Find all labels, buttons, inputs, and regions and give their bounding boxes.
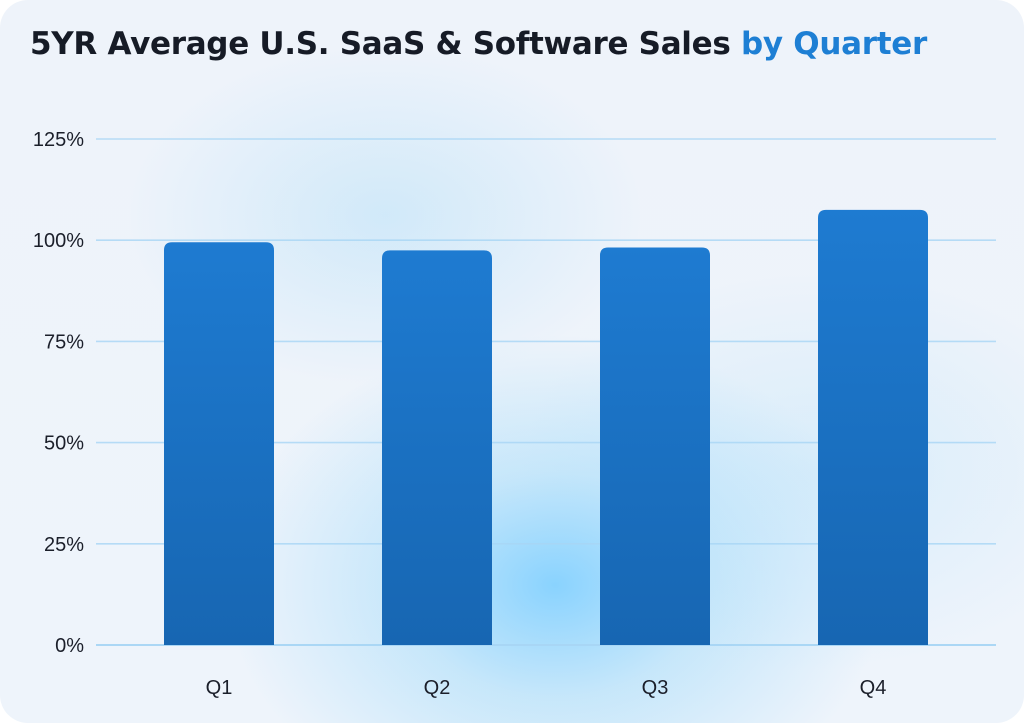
- y-tick-label: 50%: [44, 433, 84, 455]
- y-tick-label: 25%: [44, 534, 84, 556]
- y-tick-label: 0%: [55, 635, 84, 657]
- y-tick-label: 100%: [33, 230, 84, 252]
- chart-title-accent: by Quarter: [741, 26, 927, 62]
- bar-q2: [382, 250, 492, 645]
- x-axis: Q1 Q2 Q3 Q4: [206, 677, 887, 699]
- bar-q3: [600, 247, 710, 646]
- y-tick-label: 125%: [33, 129, 84, 151]
- x-category-label: Q4: [860, 677, 887, 699]
- x-category-label: Q1: [206, 677, 233, 699]
- y-axis: 0% 25% 50% 75% 100% 125%: [33, 129, 84, 657]
- y-tick-label: 75%: [44, 331, 84, 353]
- chart-title: 5YR Average U.S. SaaS & Software Sales b…: [30, 26, 927, 62]
- bars: [164, 209, 928, 646]
- chart-title-main: 5YR Average U.S. SaaS & Software Sales: [30, 26, 731, 62]
- x-category-label: Q2: [424, 677, 451, 699]
- x-category-label: Q3: [642, 677, 669, 699]
- bar-q1: [164, 242, 274, 645]
- bar-q4: [818, 209, 928, 645]
